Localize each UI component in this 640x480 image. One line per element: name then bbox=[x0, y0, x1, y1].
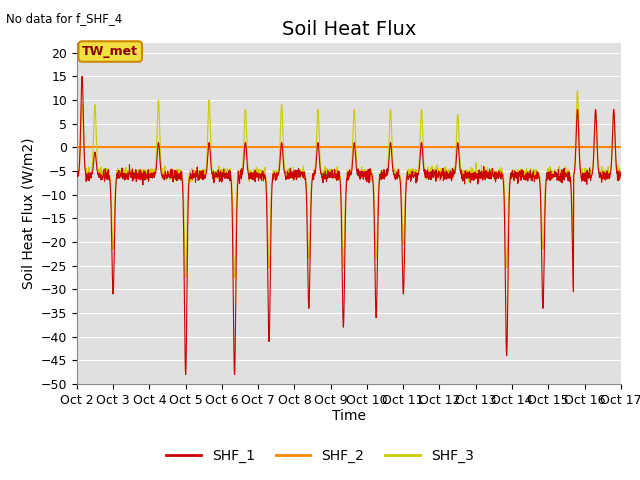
Legend: SHF_1, SHF_2, SHF_3: SHF_1, SHF_2, SHF_3 bbox=[161, 443, 479, 468]
Text: TW_met: TW_met bbox=[82, 45, 138, 58]
X-axis label: Time: Time bbox=[332, 409, 366, 423]
Y-axis label: Soil Heat Flux (W/m2): Soil Heat Flux (W/m2) bbox=[21, 138, 35, 289]
Text: No data for f_SHF_4: No data for f_SHF_4 bbox=[6, 12, 123, 25]
Title: Soil Heat Flux: Soil Heat Flux bbox=[282, 20, 416, 39]
